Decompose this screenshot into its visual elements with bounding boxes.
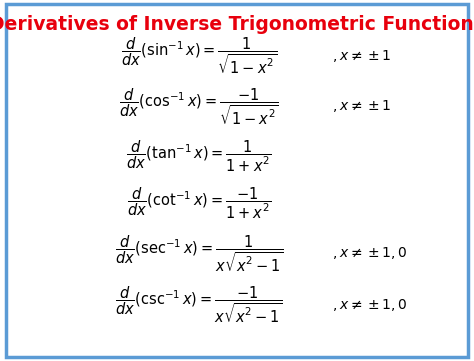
Text: $,x \neq \pm 1$: $,x \neq \pm 1$ xyxy=(332,99,391,114)
Text: Derivatives of Inverse Trigonometric Functions: Derivatives of Inverse Trigonometric Fun… xyxy=(0,15,474,34)
Text: $\dfrac{d}{dx}\left(\sin^{-1} x\right) = \dfrac{1}{\sqrt{1-x^2}}$: $\dfrac{d}{dx}\left(\sin^{-1} x\right) =… xyxy=(121,36,277,76)
Text: $,x \neq \pm 1, 0$: $,x \neq \pm 1, 0$ xyxy=(332,297,407,313)
Text: $,x \neq \pm 1, 0$: $,x \neq \pm 1, 0$ xyxy=(332,245,407,261)
Text: $\dfrac{d}{dx}\left(\sec^{-1} x\right) = \dfrac{1}{x\sqrt{x^2-1}}$: $\dfrac{d}{dx}\left(\sec^{-1} x\right) =… xyxy=(115,233,283,274)
FancyBboxPatch shape xyxy=(6,4,468,357)
Text: $\dfrac{d}{dx}\left(\cot^{-1} x\right) = \dfrac{-1}{1+x^2}$: $\dfrac{d}{dx}\left(\cot^{-1} x\right) =… xyxy=(127,185,271,221)
Text: $,x \neq \pm 1$: $,x \neq \pm 1$ xyxy=(332,48,391,64)
Text: $\dfrac{d}{dx}\left(\csc^{-1} x\right) = \dfrac{-1}{x\sqrt{x^2-1}}$: $\dfrac{d}{dx}\left(\csc^{-1} x\right) =… xyxy=(115,285,283,325)
Text: $\dfrac{d}{dx}\left(\cos^{-1} x\right) = \dfrac{-1}{\sqrt{1-x^2}}$: $\dfrac{d}{dx}\left(\cos^{-1} x\right) =… xyxy=(119,86,279,127)
Text: $\dfrac{d}{dx}\left(\tan^{-1} x\right) = \dfrac{1}{1+x^2}$: $\dfrac{d}{dx}\left(\tan^{-1} x\right) =… xyxy=(127,138,272,174)
